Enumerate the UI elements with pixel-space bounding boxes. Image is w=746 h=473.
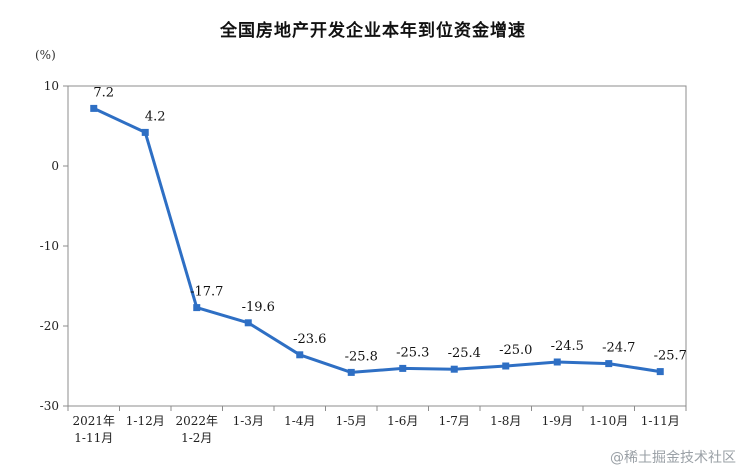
data-point	[244, 319, 252, 327]
data-label: -25.4	[448, 346, 481, 361]
data-point	[347, 368, 355, 376]
x-tick-label: 1-10月	[589, 414, 628, 428]
data-point	[553, 358, 561, 366]
y-tick-label: 10	[44, 79, 59, 93]
data-label: -25.8	[345, 349, 378, 364]
data-label: 4.2	[145, 109, 166, 124]
y-tick-label: -30	[40, 399, 59, 413]
data-point	[296, 351, 304, 359]
series-line	[93, 107, 661, 374]
chart-title: 全国房地产开发企业本年到位资金增速	[220, 21, 526, 41]
data-label: 7.2	[93, 85, 114, 100]
x-tick-label: 1-6月	[387, 414, 418, 428]
x-tick-label: 1-11月	[641, 414, 680, 428]
x-tick-label: 2022年	[175, 414, 218, 428]
y-tick-label: -10	[40, 239, 59, 253]
x-tick-label: 1-12月	[126, 414, 165, 428]
y-tick-label: 0	[51, 159, 59, 173]
x-tick-label: 1-11月	[74, 431, 113, 445]
data-point	[450, 365, 458, 373]
data-point	[656, 368, 664, 376]
data-label: -25.7	[654, 349, 687, 364]
data-point	[193, 304, 201, 312]
x-tick-label: 1-8月	[490, 414, 521, 428]
data-label: -24.7	[602, 341, 635, 356]
y-axis-unit: (%)	[35, 48, 56, 62]
x-tick-label: 1-2月	[181, 431, 212, 445]
data-point	[90, 104, 98, 112]
data-label: -24.5	[551, 339, 584, 354]
x-tick-label: 1-9月	[542, 414, 573, 428]
data-point	[141, 128, 149, 136]
x-tick-label: 1-5月	[336, 414, 367, 428]
x-tick-label: 1-3月	[233, 414, 264, 428]
x-tick-label: 1-4月	[284, 414, 315, 428]
data-point	[502, 362, 510, 370]
data-point	[605, 360, 613, 368]
watermark: @稀土掘金技术社区	[610, 450, 736, 466]
data-label: -17.7	[190, 285, 223, 300]
data-label: -25.3	[396, 345, 429, 360]
data-label: -25.0	[499, 343, 532, 358]
data-label: -23.6	[293, 332, 326, 347]
x-tick-label: 2021年	[72, 414, 115, 428]
data-point	[399, 364, 407, 372]
data-label: -19.6	[242, 300, 275, 315]
x-tick-label: 1-7月	[439, 414, 470, 428]
y-tick-label: -20	[40, 319, 59, 333]
